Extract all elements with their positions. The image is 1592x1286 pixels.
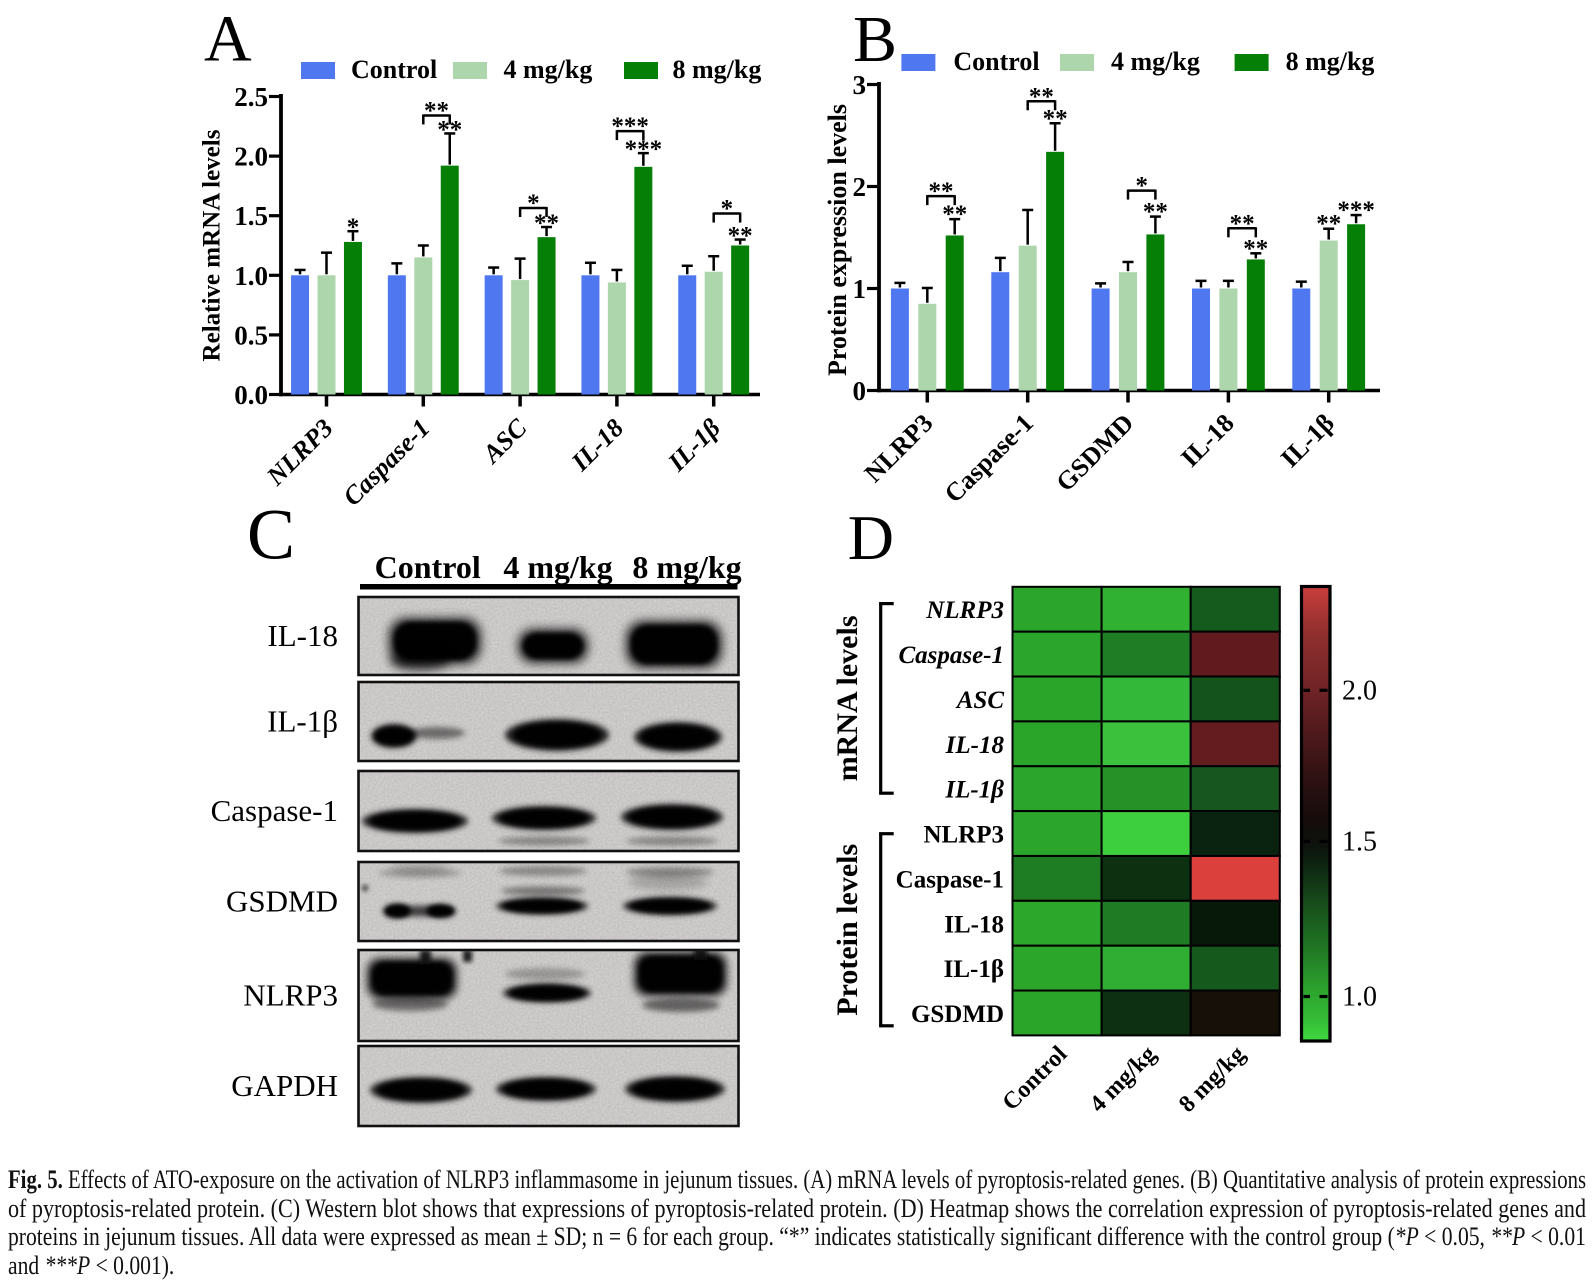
svg-text:4 mg/kg: 4 mg/kg bbox=[504, 55, 593, 84]
svg-text:Caspase-1: Caspase-1 bbox=[898, 642, 1004, 669]
svg-text:4 mg/kg: 4 mg/kg bbox=[1085, 1041, 1161, 1117]
svg-text:1.0: 1.0 bbox=[234, 261, 268, 291]
svg-text:1.0: 1.0 bbox=[1342, 982, 1377, 1013]
svg-text:IL-18: IL-18 bbox=[1175, 408, 1239, 472]
svg-text:GAPDH: GAPDH bbox=[231, 1068, 338, 1103]
svg-text:Protein levels: Protein levels bbox=[831, 844, 864, 1016]
svg-text:Caspase-1: Caspase-1 bbox=[337, 413, 435, 511]
svg-text:3: 3 bbox=[853, 70, 867, 100]
svg-text:2.5: 2.5 bbox=[234, 82, 268, 112]
svg-text:IL-1β: IL-1β bbox=[944, 777, 1004, 804]
svg-text:***: *** bbox=[1337, 197, 1375, 224]
svg-text:B: B bbox=[853, 3, 897, 76]
svg-text:NLRP3: NLRP3 bbox=[260, 413, 338, 491]
svg-text:IL-1β: IL-1β bbox=[1275, 408, 1340, 473]
svg-text:NLRP3: NLRP3 bbox=[925, 597, 1004, 624]
svg-text:mRNA levels: mRNA levels bbox=[831, 615, 864, 781]
svg-text:ASC: ASC bbox=[476, 413, 533, 470]
svg-text:Caspase-1: Caspase-1 bbox=[939, 408, 1039, 508]
svg-text:1.5: 1.5 bbox=[1342, 826, 1377, 857]
svg-text:GSDMD: GSDMD bbox=[911, 1001, 1004, 1028]
svg-text:GSDMD: GSDMD bbox=[1050, 408, 1139, 497]
svg-text:2.0: 2.0 bbox=[1342, 675, 1377, 706]
svg-text:IL-18: IL-18 bbox=[944, 911, 1004, 938]
svg-text:**: ** bbox=[728, 223, 753, 250]
svg-text:**: ** bbox=[1230, 210, 1255, 237]
svg-text:*: * bbox=[527, 190, 540, 217]
svg-text:**: ** bbox=[424, 97, 449, 124]
svg-text:Caspase-1: Caspase-1 bbox=[896, 866, 1004, 893]
svg-text:8 mg/kg: 8 mg/kg bbox=[1174, 1041, 1250, 1117]
svg-text:***: *** bbox=[625, 136, 663, 163]
svg-text:Control: Control bbox=[998, 1041, 1073, 1116]
svg-text:D: D bbox=[848, 502, 894, 573]
svg-text:2.0: 2.0 bbox=[234, 142, 268, 172]
svg-text:0: 0 bbox=[853, 376, 867, 406]
svg-text:Relative mRNA levels: Relative mRNA levels bbox=[199, 129, 226, 361]
svg-text:NLRP3: NLRP3 bbox=[923, 822, 1004, 849]
svg-text:**: ** bbox=[942, 201, 967, 228]
svg-text:*: * bbox=[1135, 173, 1148, 200]
svg-text:Control: Control bbox=[351, 55, 437, 84]
svg-text:**: ** bbox=[1243, 235, 1268, 262]
svg-text:*: * bbox=[721, 196, 734, 223]
svg-text:**: ** bbox=[1316, 211, 1341, 238]
svg-text:IL-1β: IL-1β bbox=[267, 704, 338, 739]
svg-text:**: ** bbox=[1029, 83, 1054, 110]
svg-text:1: 1 bbox=[853, 274, 867, 304]
svg-text:ASC: ASC bbox=[955, 687, 1005, 714]
svg-text:NLRP3: NLRP3 bbox=[243, 978, 338, 1013]
svg-text:C: C bbox=[247, 494, 295, 574]
svg-text:Control: Control bbox=[953, 47, 1039, 76]
svg-text:4 mg/kg: 4 mg/kg bbox=[1111, 47, 1200, 76]
svg-text:0.0: 0.0 bbox=[234, 380, 268, 410]
svg-text:Caspase-1: Caspase-1 bbox=[211, 793, 338, 828]
svg-text:A: A bbox=[204, 3, 252, 76]
svg-text:IL-18: IL-18 bbox=[945, 732, 1005, 759]
svg-text:**: ** bbox=[929, 178, 954, 205]
svg-text:Control: Control bbox=[375, 549, 481, 585]
svg-text:GSDMD: GSDMD bbox=[226, 884, 338, 919]
svg-text:0.5: 0.5 bbox=[234, 320, 268, 350]
svg-text:IL-18: IL-18 bbox=[565, 413, 629, 477]
svg-text:IL-18: IL-18 bbox=[267, 618, 338, 653]
svg-text:Protein expression levels: Protein expression levels bbox=[823, 104, 852, 376]
svg-text:IL-1β: IL-1β bbox=[662, 413, 727, 478]
svg-text:8 mg/kg: 8 mg/kg bbox=[1286, 47, 1375, 76]
svg-text:2: 2 bbox=[853, 172, 867, 202]
svg-text:NLRP3: NLRP3 bbox=[859, 408, 939, 488]
svg-text:**: ** bbox=[1143, 199, 1168, 226]
svg-text:4 mg/kg: 4 mg/kg bbox=[503, 549, 612, 585]
svg-text:IL-1β: IL-1β bbox=[944, 956, 1004, 983]
svg-text:***: *** bbox=[611, 113, 649, 140]
svg-text:8 mg/kg: 8 mg/kg bbox=[632, 549, 741, 585]
svg-text:8 mg/kg: 8 mg/kg bbox=[673, 55, 762, 84]
svg-text:1.5: 1.5 bbox=[234, 201, 268, 231]
svg-text:*: * bbox=[347, 214, 360, 241]
